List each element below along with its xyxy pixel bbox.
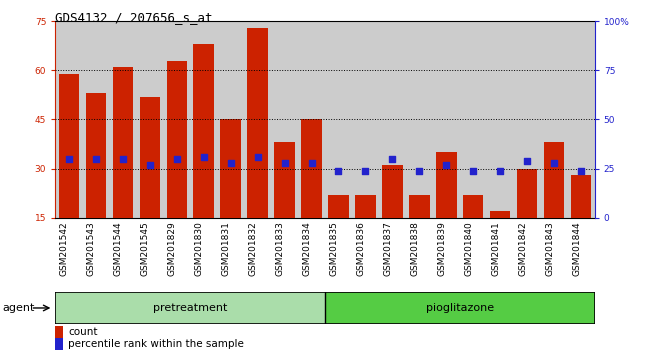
Bar <box>544 142 564 218</box>
Bar <box>382 165 402 218</box>
Point <box>468 168 478 173</box>
Text: GSM201834: GSM201834 <box>302 221 311 276</box>
Text: percentile rank within the sample: percentile rank within the sample <box>68 339 244 349</box>
Bar <box>490 211 510 218</box>
Text: GSM201837: GSM201837 <box>384 221 393 276</box>
Bar <box>82 21 109 218</box>
Bar <box>406 21 433 218</box>
Bar <box>190 21 217 218</box>
Text: GSM201544: GSM201544 <box>114 221 123 276</box>
Bar <box>112 67 133 218</box>
Bar <box>55 338 64 350</box>
Point <box>414 168 424 173</box>
Bar <box>302 119 322 218</box>
Bar <box>436 152 456 218</box>
Text: GSM201542: GSM201542 <box>60 221 69 276</box>
Bar <box>55 292 325 324</box>
Text: pretreatment: pretreatment <box>153 303 228 313</box>
Point <box>495 168 506 173</box>
Text: GSM201543: GSM201543 <box>86 221 96 276</box>
Bar <box>194 44 214 218</box>
Bar <box>140 97 160 218</box>
Text: GSM201831: GSM201831 <box>222 221 231 276</box>
Bar <box>220 119 240 218</box>
Text: GSM201830: GSM201830 <box>194 221 203 276</box>
Text: GSM201836: GSM201836 <box>356 221 365 276</box>
Bar <box>410 195 430 218</box>
Bar <box>352 21 379 218</box>
Bar <box>136 21 163 218</box>
Text: GSM201842: GSM201842 <box>518 221 527 276</box>
Point <box>144 162 155 167</box>
Text: agent: agent <box>2 303 34 313</box>
Bar <box>571 175 592 218</box>
Bar <box>244 21 271 218</box>
Bar <box>58 74 79 218</box>
Point <box>441 162 452 167</box>
Bar <box>325 292 595 324</box>
Point <box>118 156 128 161</box>
Point <box>172 156 182 161</box>
Bar <box>86 93 106 218</box>
Point <box>198 154 209 160</box>
Bar <box>248 28 268 218</box>
Point <box>64 156 74 161</box>
Point <box>333 168 344 173</box>
Point <box>252 154 263 160</box>
Bar <box>433 21 460 218</box>
Text: GSM201841: GSM201841 <box>491 221 500 276</box>
Point <box>306 160 317 166</box>
Bar <box>487 21 514 218</box>
Point <box>360 168 370 173</box>
Bar <box>463 195 484 218</box>
Bar <box>55 326 64 338</box>
Bar <box>166 61 187 218</box>
Text: GSM201835: GSM201835 <box>330 221 339 276</box>
Bar <box>109 21 136 218</box>
Text: count: count <box>68 327 98 337</box>
Text: GSM201839: GSM201839 <box>437 221 447 276</box>
Bar <box>271 21 298 218</box>
Point <box>549 160 560 166</box>
Bar <box>163 21 190 218</box>
Text: GSM201844: GSM201844 <box>572 221 581 276</box>
Point <box>387 156 398 161</box>
Bar <box>568 21 595 218</box>
Point <box>226 160 236 166</box>
Text: pioglitazone: pioglitazone <box>426 303 494 313</box>
Bar <box>379 21 406 218</box>
Text: GSM201829: GSM201829 <box>168 221 177 276</box>
Point <box>576 168 586 173</box>
Text: GSM201545: GSM201545 <box>140 221 150 276</box>
Text: GSM201833: GSM201833 <box>276 221 285 276</box>
Bar <box>55 21 83 218</box>
Text: GSM201843: GSM201843 <box>545 221 554 276</box>
Bar <box>274 142 294 218</box>
Bar <box>460 21 487 218</box>
Bar <box>356 195 376 218</box>
Bar <box>217 21 244 218</box>
Point <box>90 156 101 161</box>
Bar <box>517 169 538 218</box>
Bar <box>328 195 348 218</box>
Text: GSM201832: GSM201832 <box>248 221 257 276</box>
Text: GSM201840: GSM201840 <box>464 221 473 276</box>
Text: GDS4132 / 207656_s_at: GDS4132 / 207656_s_at <box>55 11 213 24</box>
Point <box>522 158 532 164</box>
Point <box>280 160 290 166</box>
Bar <box>298 21 325 218</box>
Bar <box>325 21 352 218</box>
Bar <box>541 21 568 218</box>
Text: GSM201838: GSM201838 <box>410 221 419 276</box>
Bar <box>514 21 541 218</box>
